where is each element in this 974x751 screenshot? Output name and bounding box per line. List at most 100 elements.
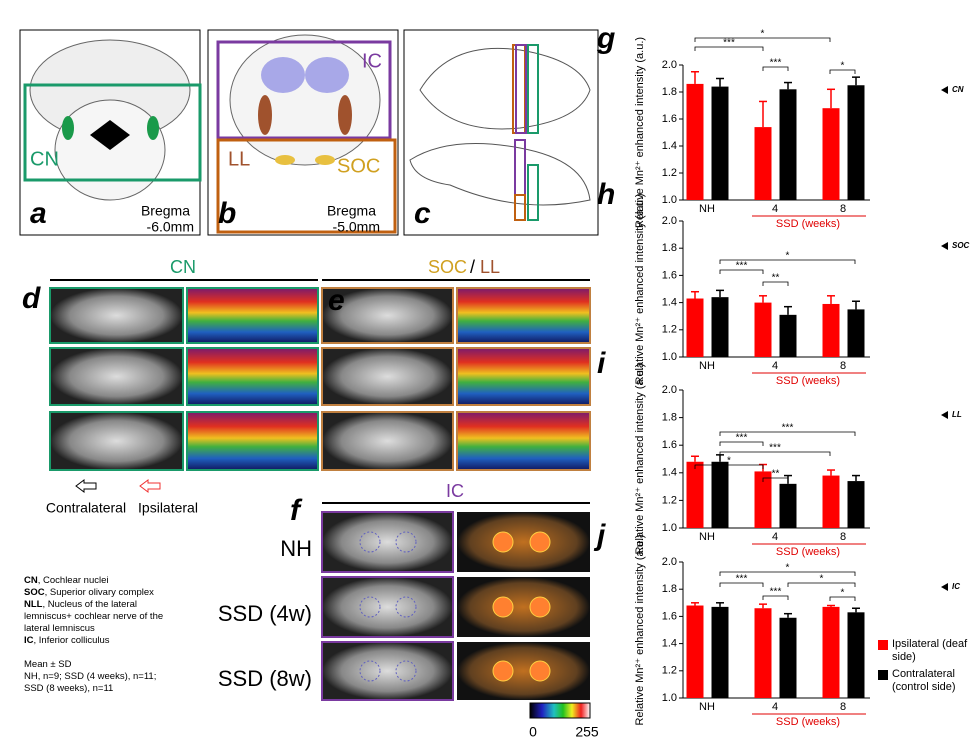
x-tick-label: NH — [699, 360, 715, 372]
region-tag: IC — [952, 582, 960, 591]
roi — [492, 596, 514, 618]
image — [186, 411, 319, 471]
significance-bracket — [694, 464, 764, 469]
significance-label: * — [841, 61, 845, 72]
panel-letter: i — [597, 347, 606, 380]
x-group-label: SSD (weeks) — [776, 375, 840, 387]
image — [456, 411, 591, 471]
y-tick-label: 1.4 — [662, 297, 677, 309]
significance-bracket — [762, 281, 789, 286]
y-tick-label: 1.2 — [662, 494, 677, 506]
roi — [529, 660, 551, 682]
panel-letter: e — [328, 284, 345, 317]
bar — [779, 89, 797, 200]
label: -5.0mm — [333, 219, 380, 235]
label: LL — [228, 148, 250, 170]
note-abbr: IC — [24, 635, 34, 646]
y-tick-label: 2.0 — [662, 215, 677, 227]
y-tick-label: 2.0 — [662, 59, 677, 71]
note-text: , Nucleus of the lateral lemniscus+ coch… — [24, 599, 164, 634]
roi — [359, 660, 381, 682]
image — [457, 512, 590, 572]
x-tick-label: NH — [699, 701, 715, 713]
charts: 1.0 1.2 1.4 1.6 1.8 2.0 NH 4 8 SSD (weeks) Relativ… — [593, 22, 970, 728]
x-tick-label: 4 — [772, 360, 778, 372]
y-tick-label: 1.8 — [662, 86, 677, 98]
x-tick-label: 8 — [840, 203, 846, 215]
title: CN — [170, 257, 196, 277]
y-tick-label: 2.0 — [662, 384, 677, 396]
title: / — [470, 257, 475, 277]
roi — [359, 596, 381, 618]
notes: CN, Cochlear nuclei SOC, Superior olivary… — [24, 575, 184, 695]
x-tick-label: 4 — [772, 203, 778, 215]
bar — [847, 612, 865, 698]
x-tick-label: NH — [699, 203, 715, 215]
bar — [822, 108, 840, 200]
roi — [395, 596, 417, 618]
bar — [847, 481, 865, 528]
legend-swatch — [878, 670, 888, 680]
significance-bracket — [762, 595, 789, 600]
y-tick-label: 1.4 — [662, 638, 677, 650]
region-arrow — [941, 242, 948, 250]
y-axis-label: Relative Mn²⁺ enhanced intensity (a.u.) — [634, 363, 646, 554]
region-tag: SOC — [952, 241, 970, 250]
significance-bracket — [694, 37, 831, 42]
y-tick-label: 1.8 — [662, 412, 677, 424]
label: CN — [30, 148, 59, 170]
significance-label: * — [820, 574, 824, 585]
title: LL — [480, 257, 500, 277]
bar — [686, 298, 704, 357]
bar — [847, 309, 865, 357]
y-tick-label: 1.0 — [662, 522, 677, 534]
significance-label: *** — [782, 423, 794, 434]
bar — [754, 127, 772, 200]
image — [49, 287, 184, 344]
label: SOC — [337, 155, 380, 177]
bar — [711, 297, 729, 357]
significance-label: *** — [770, 587, 782, 598]
image — [49, 347, 184, 406]
label: Bregma — [327, 203, 376, 219]
y-tick-label: 1.8 — [662, 242, 677, 254]
bar — [711, 606, 729, 698]
legend-swatch — [878, 640, 888, 650]
significance-bracket — [829, 69, 856, 74]
y-tick-label: 1.8 — [662, 583, 677, 595]
panel-b: IC LL SOC b Bregma -5.0mm — [207, 29, 399, 236]
label: IC — [362, 50, 382, 72]
panel-letter: c — [414, 197, 431, 230]
region-tag: CN — [952, 85, 964, 94]
image — [321, 511, 454, 573]
note: Mean ± SD — [24, 659, 72, 670]
image — [321, 347, 454, 406]
significance-label: ** — [772, 469, 780, 480]
panel-f: IC f NH SSD (4w) SSD (8w) 0 255 — [218, 481, 599, 740]
y-tick-label: 1.6 — [662, 439, 677, 451]
note-text: , Superior olivary complex — [44, 587, 154, 598]
legend: Ipsilateral (deaf side) Contralateral (co… — [878, 638, 972, 698]
legend-label: Contralateral (control side) — [892, 668, 956, 693]
bar — [686, 461, 704, 528]
y-axis-label: Relative Mn²⁺ enhanced intensity (a.u.) — [634, 534, 646, 725]
roi — [492, 531, 514, 553]
panel-letter: d — [22, 282, 41, 315]
significance-bracket — [762, 477, 789, 482]
x-tick-label: 8 — [840, 531, 846, 543]
y-tick-label: 1.6 — [662, 610, 677, 622]
significance-bracket — [719, 451, 831, 456]
note-abbr: CN — [24, 575, 38, 586]
significance-bracket — [719, 431, 856, 436]
panel-letter: f — [290, 494, 303, 527]
y-tick-label: 1.0 — [662, 194, 677, 206]
spacer — [24, 647, 184, 659]
y-tick-label: 1.4 — [662, 467, 677, 479]
image — [49, 411, 184, 471]
significance-bracket — [787, 582, 856, 587]
image-grid — [49, 287, 591, 701]
x-tick-label: 4 — [772, 701, 778, 713]
bar — [711, 86, 729, 200]
significance-bracket — [719, 571, 856, 576]
